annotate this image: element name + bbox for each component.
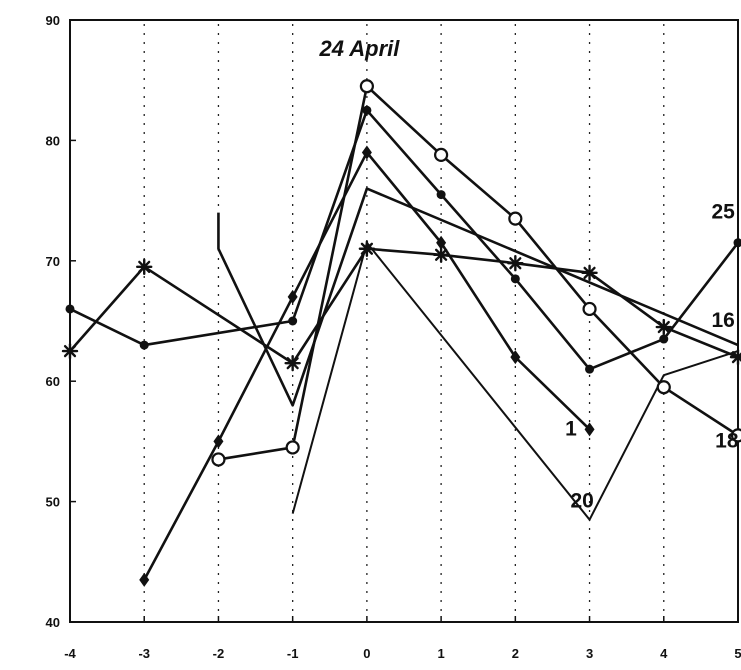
y-tick-label: 40 [46,615,60,630]
x-tick-label: -4 [64,646,76,661]
point-dot [659,335,668,344]
x-tick-label: 3 [586,646,593,661]
point-circle [212,453,224,465]
series-line-1 [218,86,738,459]
annotation-label: 25 [711,201,735,224]
y-tick-label: 90 [46,13,60,28]
x-tick-label: 2 [512,646,519,661]
point-star [137,260,151,274]
point-star [508,256,522,270]
annotations: 24 April 25 16 1 18 20 [319,36,739,513]
point-star [360,242,374,256]
series-line-4 [70,249,738,363]
y-tick-label: 80 [46,133,60,148]
point-star [286,356,300,370]
x-tick-label: 0 [363,646,370,661]
point-star [434,248,448,262]
point-star [583,266,597,280]
series-line-2 [70,110,738,369]
x-tick-label: 4 [660,646,668,661]
point-circle [584,303,596,315]
grid [144,24,664,618]
x-tick-label: 5 [734,646,741,661]
point-dot [288,317,297,326]
point-circle [287,441,299,453]
y-tick-label: 60 [46,374,60,389]
y-tick-label: 50 [46,495,60,510]
x-tick-label: -2 [213,646,225,661]
x-tick-label: -1 [287,646,299,661]
point-star [63,344,77,358]
point-circle [435,149,447,161]
y-tick-label: 70 [46,254,60,269]
point-circle [658,381,670,393]
x-tick-label: 1 [437,646,444,661]
series-markers [63,80,741,587]
point-star [657,320,671,334]
series-lines [70,86,738,580]
annotation-label: 20 [570,490,593,513]
point-circle [361,80,373,92]
annotation-label: 24 April [319,36,401,61]
point-dot [437,190,446,199]
point-dot [66,304,75,313]
annotation-label: 1 [565,417,577,440]
point-dot [140,341,149,350]
x-tick-label: -3 [138,646,150,661]
point-dot [362,106,371,115]
point-dot [585,365,594,374]
series-line-5 [293,243,738,520]
point-dot [511,274,520,283]
annotation-label: 18 [715,429,739,452]
annotation-label: 16 [711,309,734,332]
point-circle [509,213,521,225]
